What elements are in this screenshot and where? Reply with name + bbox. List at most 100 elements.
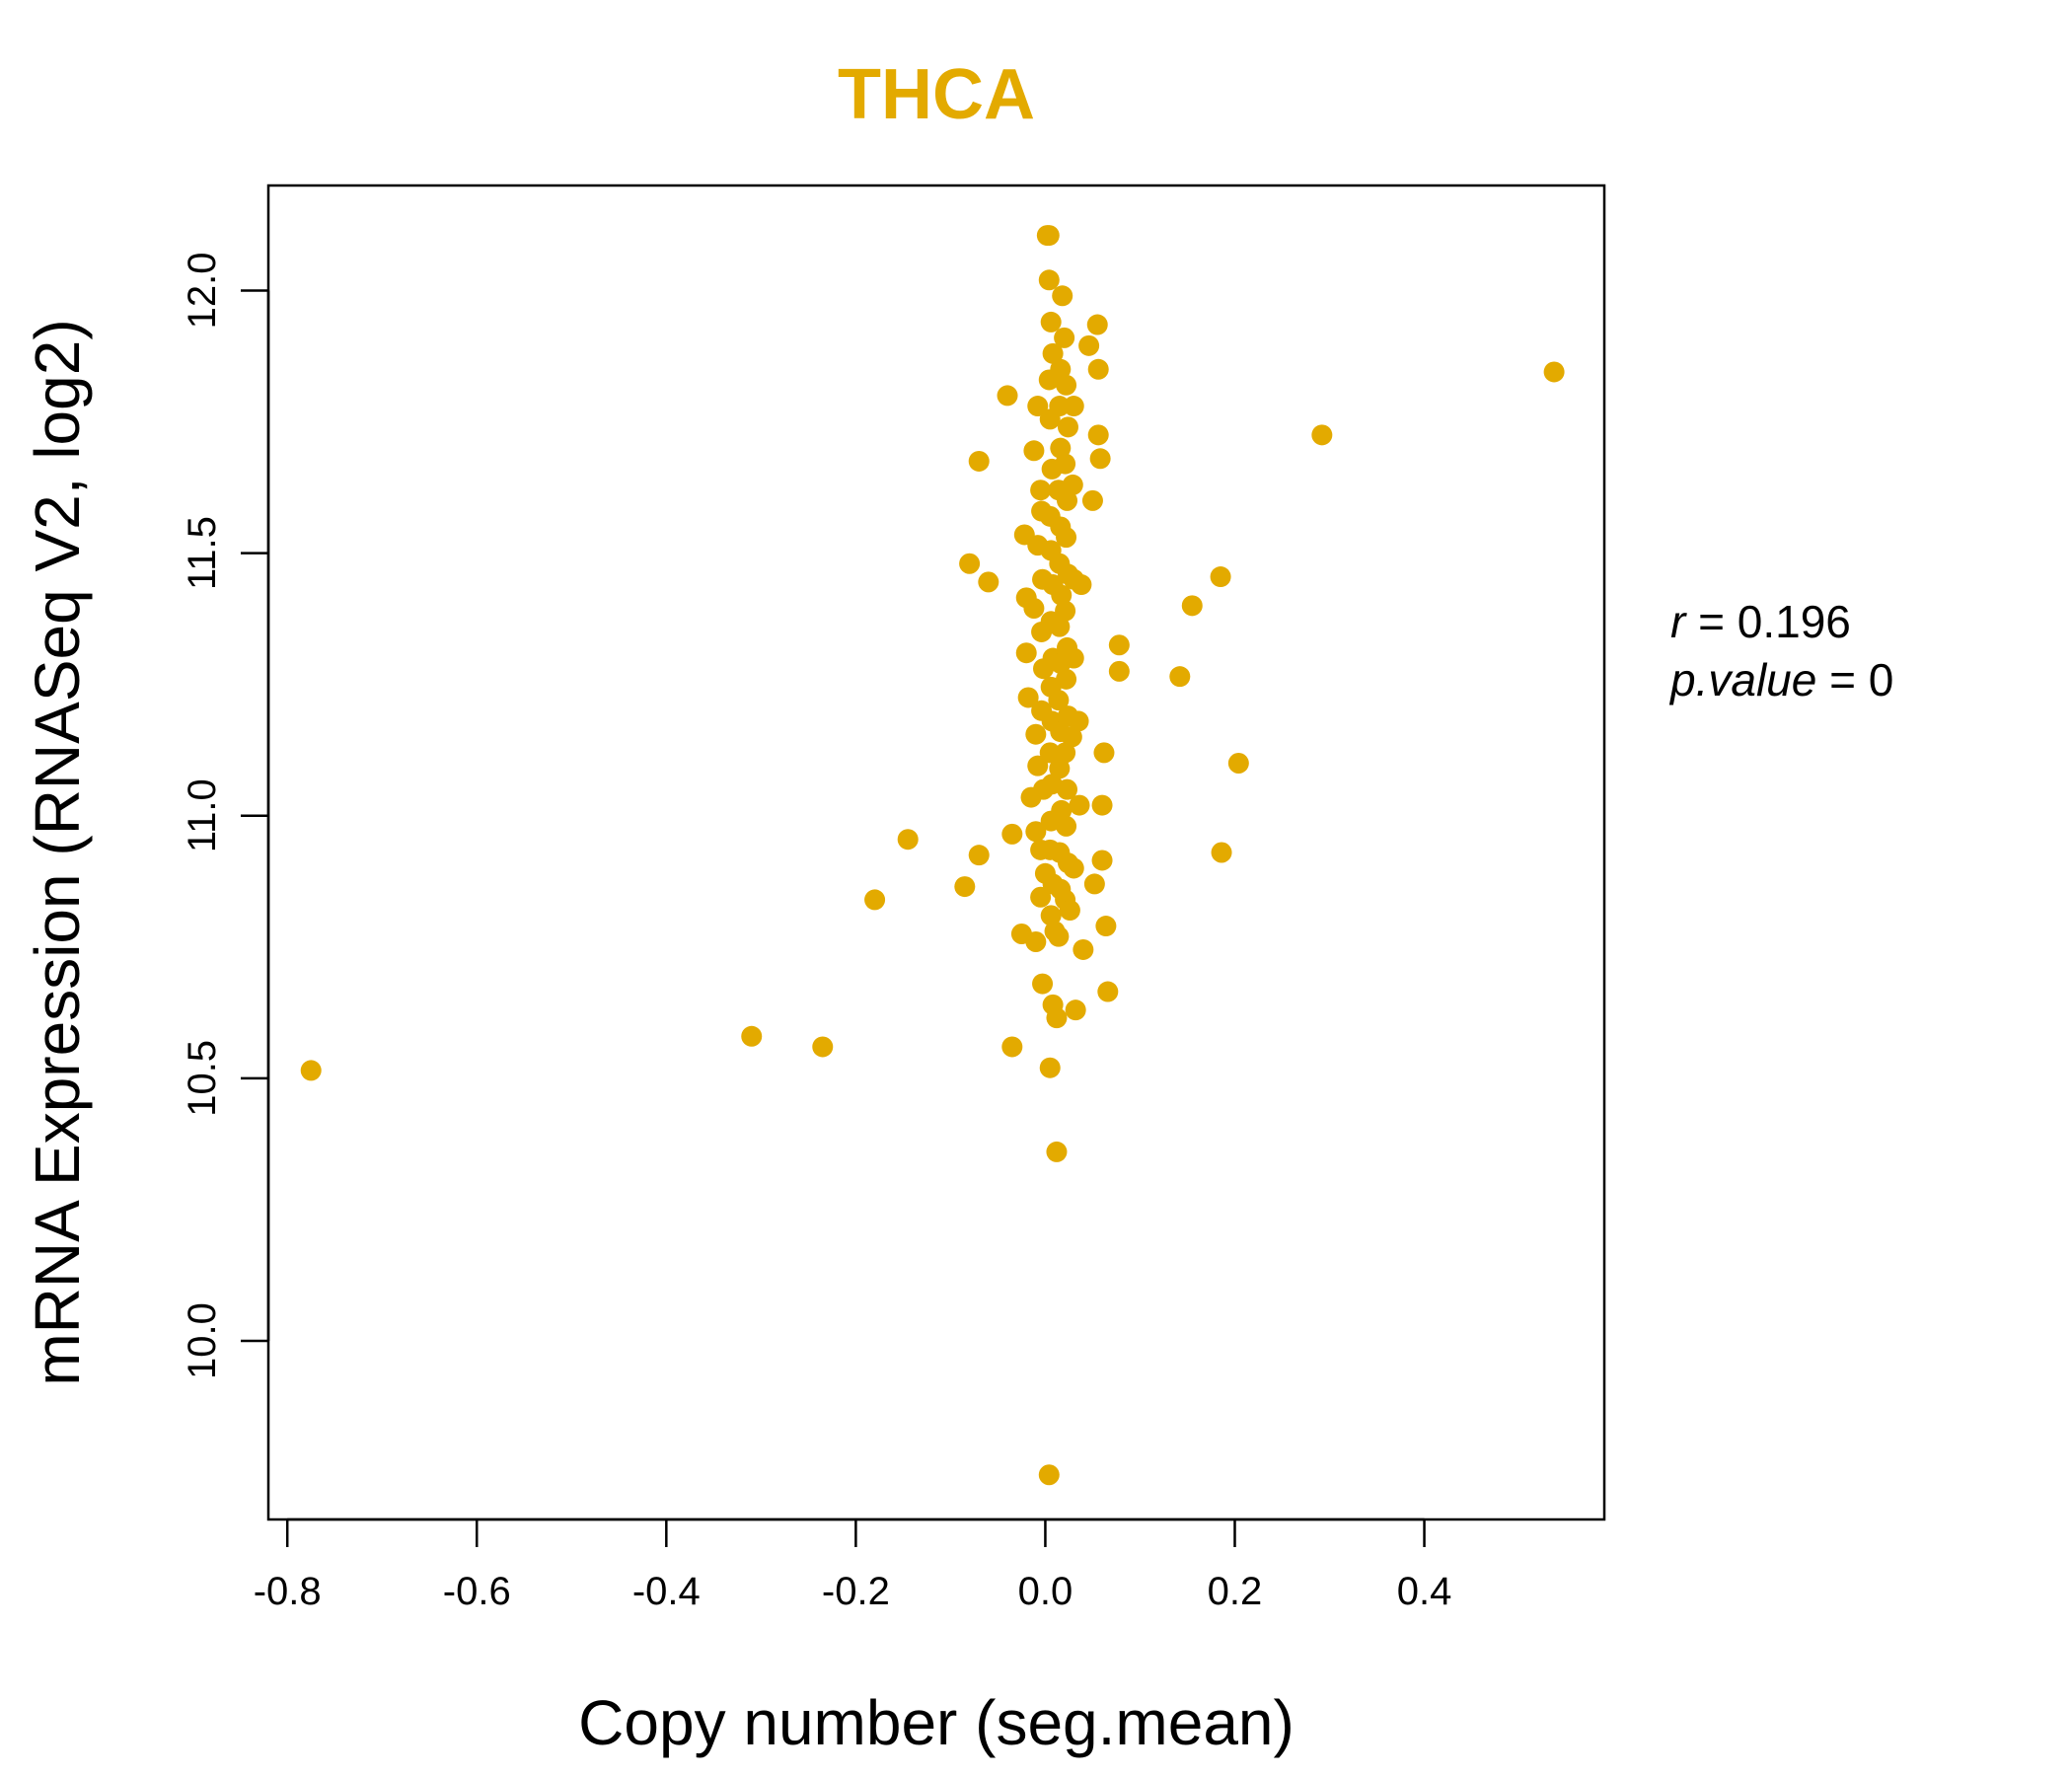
data-point — [1038, 225, 1060, 247]
data-point — [1051, 799, 1073, 821]
y-tick-label: 10.5 — [181, 1040, 224, 1117]
data-point — [1056, 374, 1077, 396]
data-point — [1027, 755, 1049, 777]
data-point — [300, 1060, 322, 1081]
stat-r: r = 0.196 — [1670, 596, 1851, 647]
data-point — [1054, 327, 1075, 348]
data-point — [1089, 448, 1111, 470]
data-point — [1091, 850, 1113, 871]
data-point — [1083, 873, 1105, 895]
data-point — [1087, 358, 1109, 380]
y-tick-label: 12.0 — [181, 253, 224, 330]
data-point — [1049, 396, 1071, 417]
data-point — [1017, 687, 1039, 708]
data-point — [741, 1025, 763, 1047]
data-point — [1038, 1464, 1060, 1486]
data-point — [1108, 634, 1130, 656]
data-point — [1057, 416, 1078, 438]
stat-r-value: 0.196 — [1738, 596, 1851, 647]
data-point — [1059, 900, 1080, 922]
x-axis-title: Copy number (seg.mean) — [578, 1687, 1295, 1758]
data-point — [1068, 710, 1089, 732]
data-point — [1081, 489, 1103, 511]
data-point — [1055, 742, 1076, 764]
stat-r-eq: = — [1685, 596, 1737, 647]
data-point — [1057, 489, 1078, 511]
data-points — [300, 225, 1565, 1486]
stat-p-symbol: p.value — [1668, 654, 1816, 705]
data-point — [1049, 758, 1071, 779]
data-point — [959, 553, 981, 574]
plot-frame — [266, 184, 1606, 1521]
y-tick-label: 11.5 — [181, 516, 224, 590]
data-point — [1063, 857, 1084, 879]
data-point — [1039, 742, 1061, 764]
stat-p-value: 0 — [1869, 654, 1894, 705]
data-point — [1169, 666, 1191, 688]
x-tick-label: 0.0 — [1018, 1570, 1073, 1613]
data-point — [1227, 753, 1249, 775]
data-point — [812, 1036, 834, 1058]
data-point — [1015, 642, 1037, 664]
data-point — [1069, 794, 1090, 816]
data-point — [1048, 925, 1070, 947]
data-point — [1023, 597, 1045, 619]
data-point — [997, 385, 1018, 407]
data-point — [1049, 616, 1071, 637]
data-point — [968, 450, 990, 472]
x-tick-label: -0.2 — [822, 1570, 890, 1613]
data-point — [1091, 794, 1113, 816]
x-tick-label: 0.2 — [1208, 1570, 1263, 1613]
stat-p-eq: = — [1816, 654, 1868, 705]
data-point — [1025, 821, 1047, 843]
x-tick-label: 0.4 — [1397, 1570, 1452, 1613]
data-point — [978, 571, 999, 593]
data-point — [1040, 311, 1062, 333]
data-point — [1048, 690, 1070, 711]
data-point — [864, 889, 886, 911]
data-point — [1030, 480, 1052, 501]
data-point — [1093, 742, 1115, 764]
stat-r-symbol: r — [1670, 596, 1687, 647]
data-point — [1030, 886, 1052, 908]
y-tick-label: 10.0 — [181, 1302, 224, 1379]
data-point — [1056, 815, 1077, 837]
data-point — [1086, 314, 1108, 335]
data-point — [1040, 905, 1062, 926]
data-point — [1025, 723, 1047, 745]
stat-p: p.value = 0 — [1668, 654, 1893, 705]
data-point — [1025, 930, 1047, 952]
data-point — [1063, 647, 1084, 669]
data-point — [1001, 823, 1023, 845]
data-point — [1042, 342, 1064, 364]
data-point — [1051, 584, 1073, 606]
data-point — [1056, 668, 1077, 690]
data-point — [1001, 1036, 1023, 1058]
data-point — [1057, 778, 1078, 800]
y-tick-label: 11.0 — [181, 778, 224, 852]
data-point — [1108, 660, 1130, 682]
x-tick-label: -0.4 — [632, 1570, 701, 1613]
data-point — [1181, 595, 1203, 617]
data-point — [1039, 1057, 1061, 1078]
chart-title: THCA — [838, 55, 1035, 134]
y-axis-title: mRNA Expression (RNASeq V2, log2) — [22, 319, 93, 1385]
data-point — [1061, 726, 1082, 748]
data-point — [1097, 981, 1119, 1002]
data-point — [1095, 916, 1117, 937]
data-point — [1027, 396, 1049, 417]
data-point — [1543, 361, 1565, 383]
data-point — [1078, 334, 1100, 356]
x-tick-label: -0.6 — [443, 1570, 511, 1613]
data-point — [1071, 574, 1092, 596]
data-point — [1311, 424, 1333, 446]
data-point — [1055, 600, 1076, 622]
data-point — [1056, 527, 1077, 549]
data-point — [1023, 440, 1045, 462]
data-point — [1211, 842, 1232, 863]
y-axis: 10.0 10.5 11.0 11.5 12.0 — [181, 253, 270, 1379]
data-point — [1065, 999, 1086, 1021]
data-point — [968, 845, 990, 866]
data-point — [1052, 285, 1073, 307]
